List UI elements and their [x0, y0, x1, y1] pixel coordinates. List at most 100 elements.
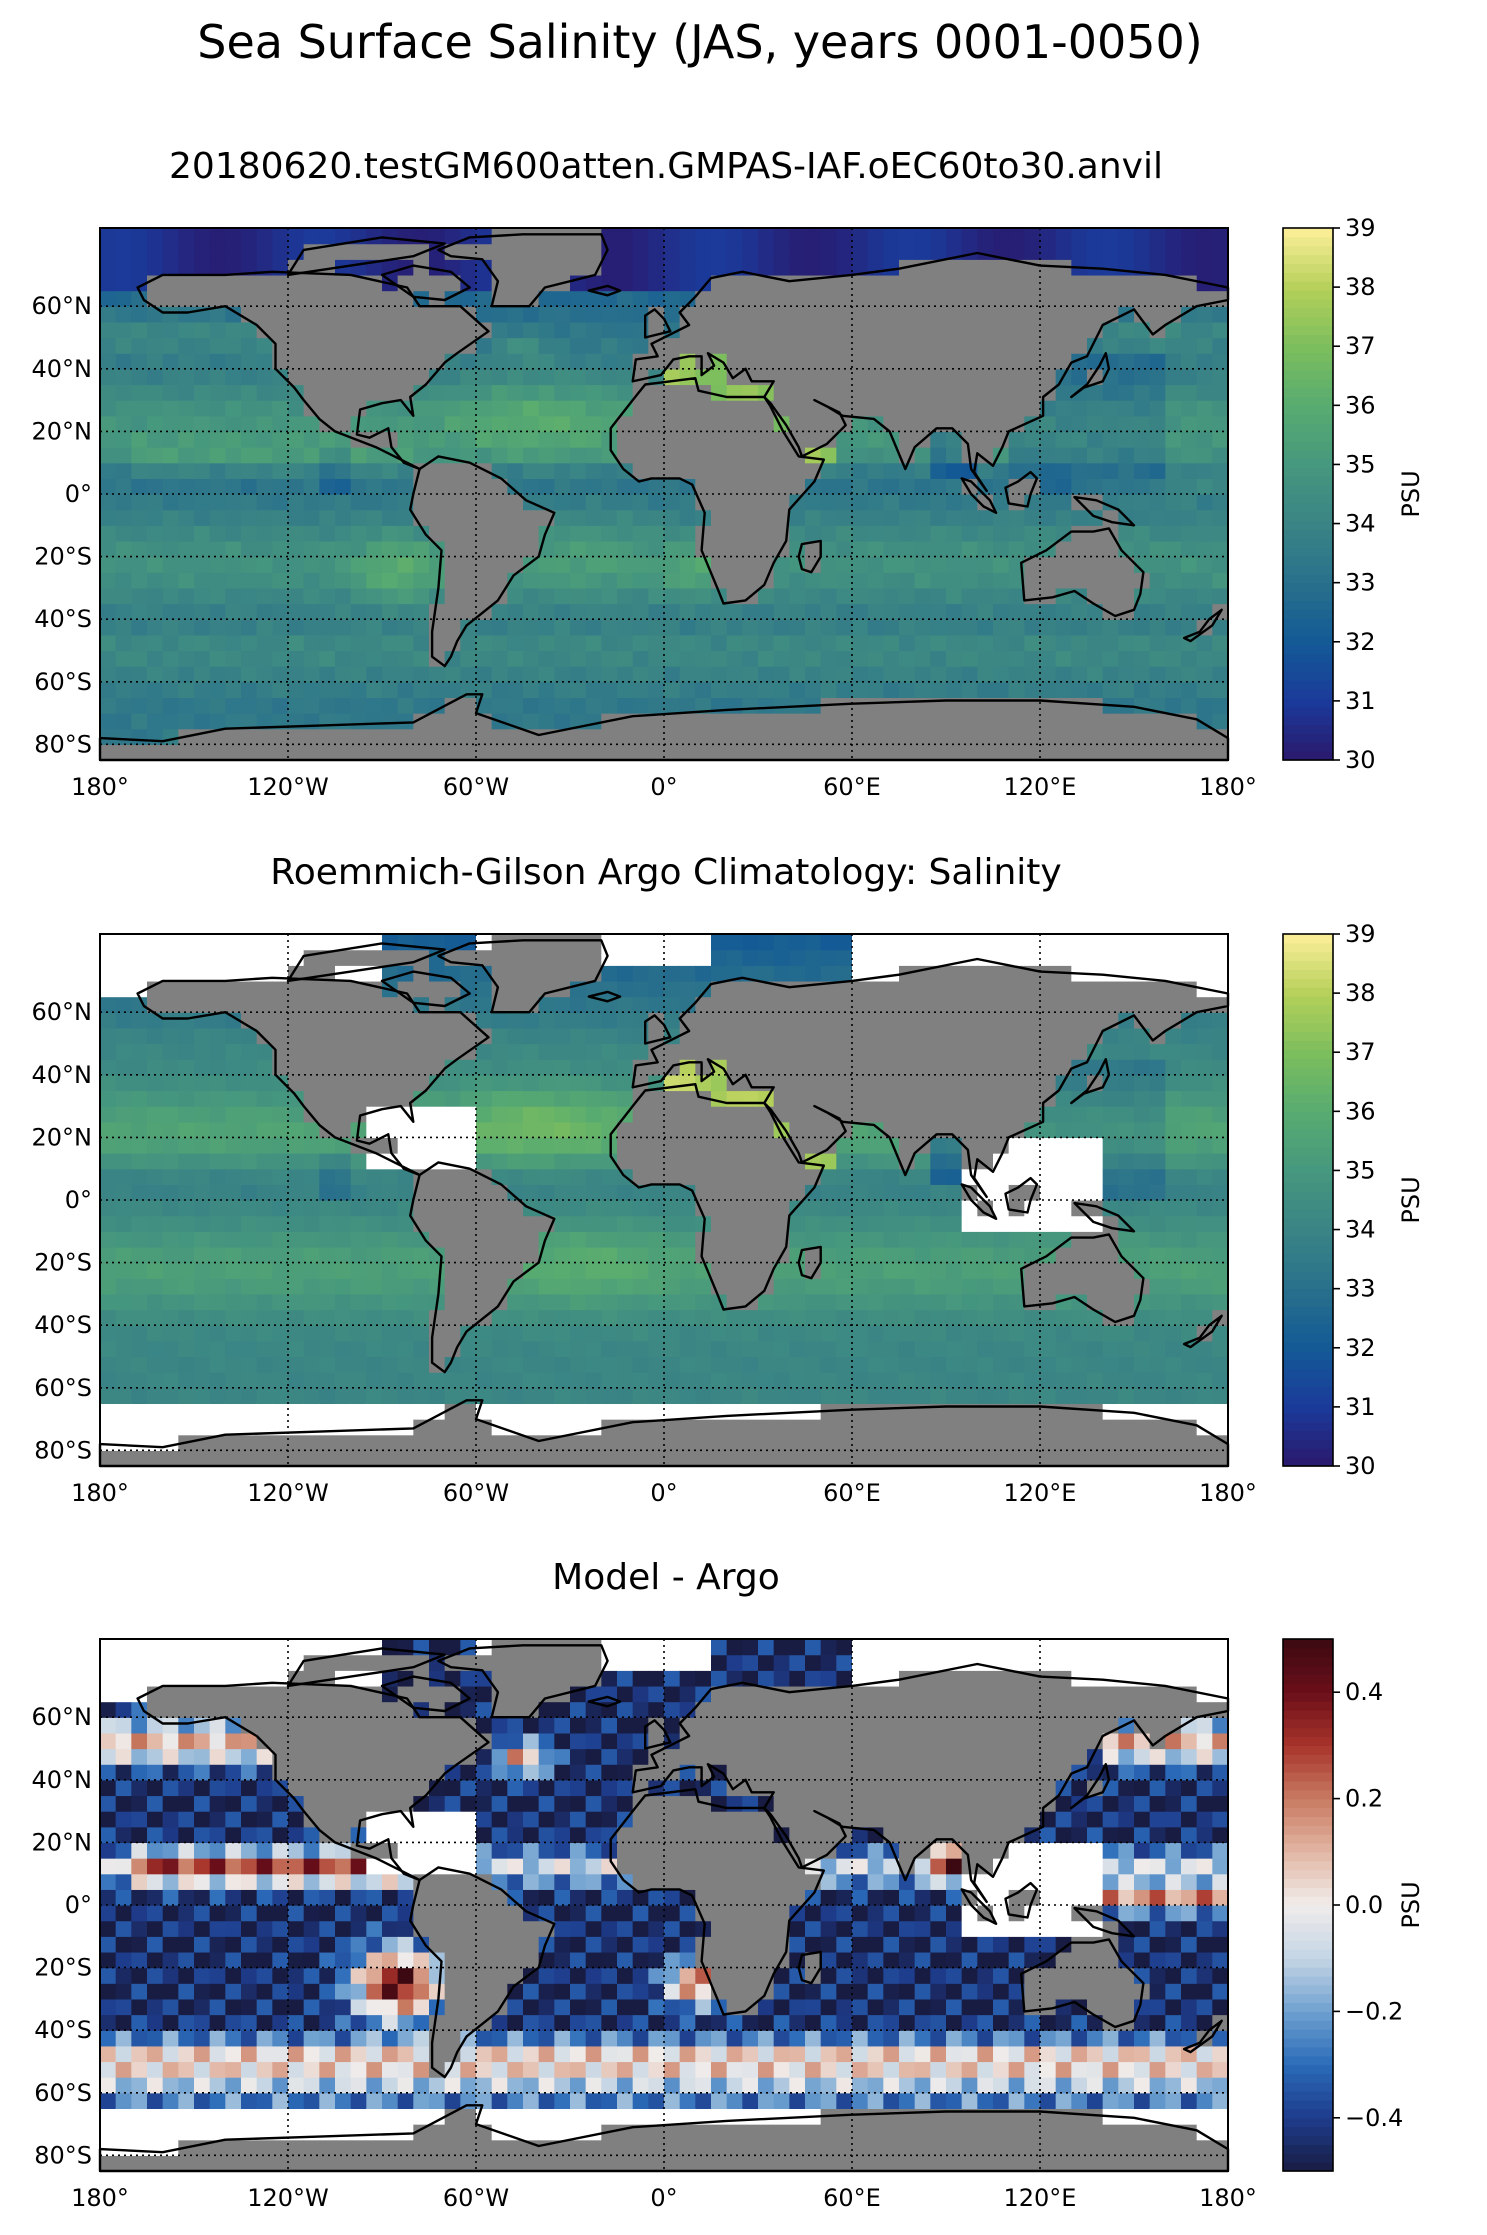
- figure-suptitle: Sea Surface Salinity (JAS, years 0001-00…: [197, 15, 1202, 69]
- data-cell: [382, 1106, 399, 1123]
- data-cell: [1181, 1168, 1198, 1185]
- data-cell: [460, 965, 477, 982]
- data-cell: [570, 1356, 587, 1373]
- data-cell: [852, 1419, 869, 1436]
- data-cell: [852, 1450, 869, 1467]
- data-cell: [209, 447, 226, 464]
- data-cell: [1087, 494, 1104, 511]
- data-cell: [570, 243, 587, 260]
- data-cell: [491, 1090, 508, 1107]
- data-cell: [225, 980, 242, 998]
- data-cell: [742, 1356, 759, 1373]
- data-cell: [209, 1278, 226, 1295]
- data-cell: [429, 337, 446, 354]
- data-cell: [350, 1340, 367, 1358]
- data-cell: [1196, 540, 1213, 558]
- data-cell: [241, 337, 258, 354]
- data-cell: [1071, 572, 1088, 589]
- data-cell: [350, 259, 367, 276]
- data-cell: [241, 1043, 258, 1060]
- data-cell: [664, 494, 681, 511]
- data-cell: [147, 243, 164, 260]
- data-cell: [523, 1419, 540, 1436]
- data-cell: [303, 228, 320, 245]
- data-cell: [1118, 728, 1135, 745]
- data-cell: [1055, 243, 1072, 260]
- data-cell: [491, 509, 508, 526]
- data-cell: [272, 1450, 289, 1467]
- data-cell: [335, 1450, 352, 1467]
- data-cell: [429, 1200, 446, 1217]
- data-cell: [1118, 447, 1135, 464]
- data-cell: [617, 1450, 634, 1467]
- coastline: [1073, 495, 1136, 527]
- data-cell: [1149, 934, 1166, 951]
- data-cell: [444, 540, 461, 558]
- data-cell: [977, 290, 994, 307]
- data-cell: [491, 447, 508, 464]
- data-cell: [460, 1215, 477, 1232]
- data-cell: [1024, 980, 1041, 998]
- data-cell: [1181, 1027, 1198, 1045]
- data-cell: [1134, 603, 1151, 620]
- data-cell: [742, 306, 759, 323]
- data-cell: [664, 1372, 681, 1389]
- data-cell: [272, 1027, 289, 1045]
- data-cell: [993, 744, 1010, 761]
- data-cell: [977, 1262, 994, 1279]
- data-cell: [648, 1403, 665, 1420]
- data-cell: [507, 384, 524, 401]
- data-cell: [632, 728, 649, 745]
- data-cell: [350, 1168, 367, 1185]
- data-cell: [429, 494, 446, 511]
- data-cell: [1134, 478, 1151, 495]
- data-cell: [397, 478, 414, 495]
- data-cell: [977, 1090, 994, 1107]
- data-cell: [773, 1262, 790, 1279]
- data-cell: [883, 619, 900, 636]
- data-cell: [1196, 1372, 1213, 1389]
- data-cell: [429, 697, 446, 714]
- data-cell: [303, 619, 320, 636]
- data-cell: [209, 556, 226, 573]
- data-cell: [585, 447, 602, 464]
- data-cell: [1055, 1012, 1072, 1029]
- data-cell: [131, 509, 148, 526]
- data-cell: [789, 1106, 806, 1123]
- data-cell: [648, 1325, 665, 1342]
- data-cell: [1149, 462, 1166, 479]
- data-cell: [397, 1231, 414, 1248]
- data-cell: [867, 949, 884, 966]
- data-cell: [961, 1246, 978, 1264]
- data-cell: [100, 1450, 117, 1467]
- data-cell: [679, 1309, 696, 1326]
- data-cell: [1196, 1121, 1213, 1139]
- data-cell: [319, 274, 336, 292]
- data-cell: [1055, 1027, 1072, 1045]
- data-cell: [1134, 980, 1151, 998]
- data-cell: [225, 1153, 242, 1170]
- data-cell: [664, 713, 681, 730]
- data-cell: [695, 681, 712, 699]
- data-cell: [773, 1074, 790, 1092]
- data-cell: [585, 1356, 602, 1373]
- data-cell: [303, 1434, 320, 1451]
- data-cell: [194, 965, 211, 982]
- data-cell: [429, 1012, 446, 1029]
- data-cell: [429, 980, 446, 998]
- data-cell: [538, 290, 555, 307]
- data-cell: [695, 478, 712, 495]
- data-cell: [742, 1153, 759, 1170]
- data-cell: [601, 337, 618, 354]
- colorbar-segment: [1283, 316, 1333, 327]
- data-cell: [554, 587, 571, 605]
- data-cell: [1071, 666, 1088, 683]
- data-cell: [789, 572, 806, 589]
- data-cell: [1008, 681, 1025, 699]
- data-cell: [1087, 996, 1104, 1013]
- data-cell: [288, 1434, 305, 1451]
- data-cell: [789, 368, 806, 386]
- data-cell: [1181, 1012, 1198, 1029]
- data-cell: [1008, 1434, 1025, 1451]
- data-cell: [1071, 368, 1088, 386]
